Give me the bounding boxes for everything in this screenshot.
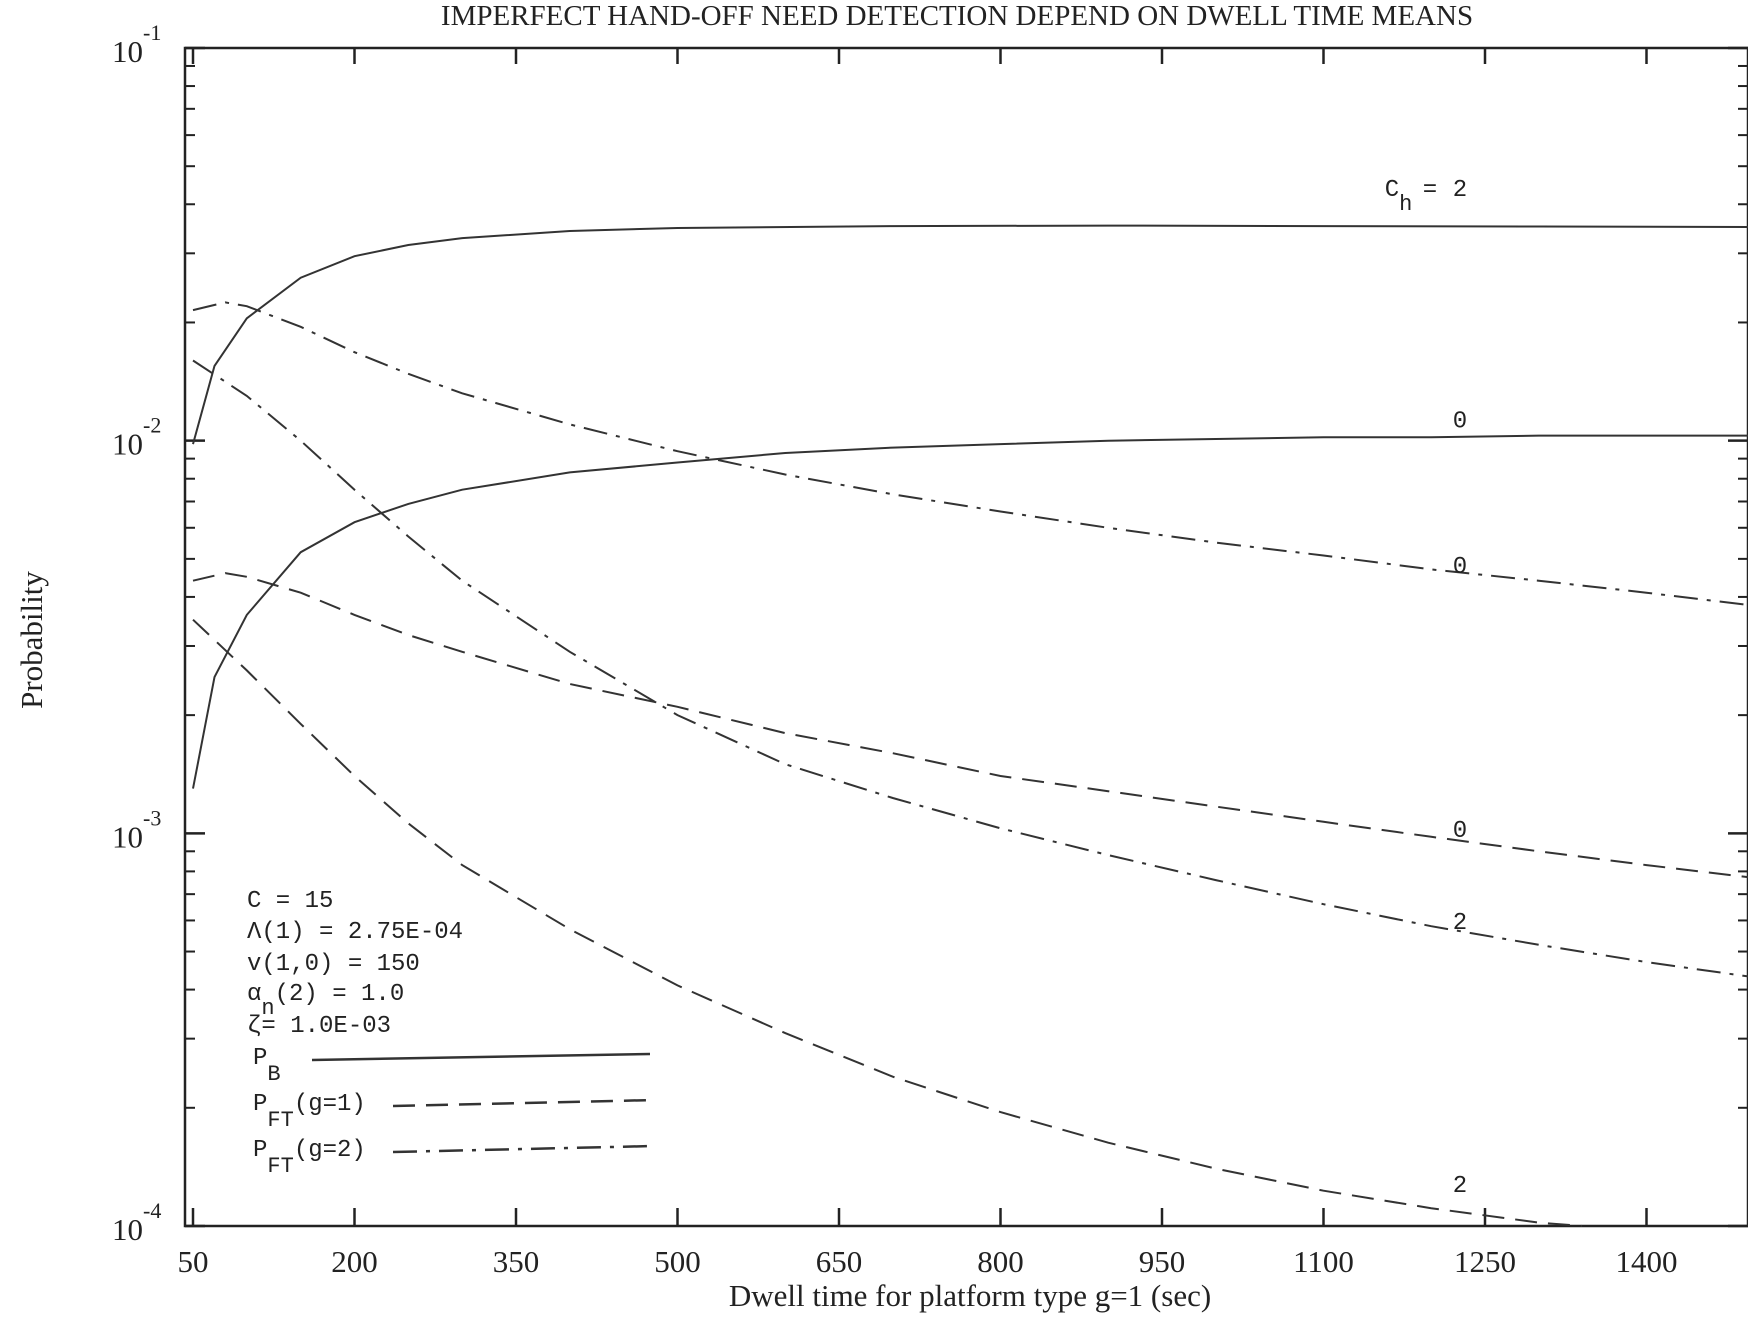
param-lambda: Λ(1) = 2.75E-04 (247, 919, 463, 946)
y-tick-label: 10-3 (112, 805, 161, 854)
x-tick-label: 50 (178, 1244, 209, 1279)
x-tick-label: 1100 (1293, 1244, 1354, 1279)
curve-label-c: C (1385, 177, 1399, 204)
y-tick-base: 10 (112, 1212, 143, 1247)
legend-swatch-solid (311, 1052, 651, 1062)
x-tick-label: 650 (816, 1244, 863, 1279)
y-tick-exponent: -1 (143, 20, 161, 45)
y-tick-label: 10-2 (112, 413, 161, 462)
legend-label-p: P (253, 1045, 267, 1072)
legend-swatch-dashdot (392, 1144, 656, 1154)
param-alpha-sub: n (261, 996, 274, 1021)
series-line-1 (192, 434, 1748, 789)
parameter-block: C = 15 Λ(1) = 2.75E-04 v(1,0) = 150 αn(2) =… (247, 888, 463, 1040)
curve-label: 2 (1453, 177, 1467, 204)
curve-label: 2 (1453, 1173, 1467, 1200)
legend-swatch-dashed (392, 1098, 656, 1108)
series-layer (192, 224, 1748, 1227)
y-tick-base: 10 (112, 819, 143, 854)
legend-label-p: P (253, 1137, 267, 1164)
x-tick-label: 350 (493, 1244, 540, 1279)
curve-label-eq: = (1423, 177, 1437, 204)
y-tick-base: 10 (112, 34, 143, 69)
series-line-2 (192, 301, 1748, 606)
y-tick-base: 10 (112, 427, 143, 462)
legend-label-sub: FT (267, 1108, 293, 1133)
y-axis-label: Probability (14, 571, 49, 709)
series-line-0 (192, 224, 1748, 445)
x-tick-label: 950 (1139, 1244, 1186, 1279)
param-alpha-rest: (2) = 1.0 (275, 981, 405, 1008)
curve-labels: Ch = 2 0 0 0 2 2 (1385, 177, 1467, 1200)
curve-label-prefix: Ch (1385, 177, 1413, 217)
curve-label: 0 (1453, 409, 1467, 436)
param-alpha-symbol: α (247, 981, 261, 1008)
series-line-3 (192, 572, 1748, 879)
param-nu: v(1,0) = 150 (247, 951, 420, 978)
legend-label-suffix: (g=2) (294, 1137, 366, 1164)
x-tick-label: 500 (654, 1244, 701, 1279)
y-tick-label: 10-1 (112, 20, 161, 69)
chart-title: IMPERFECT HAND-OFF NEED DETECTION DEPEND… (441, 0, 1473, 32)
x-tick-label: 1400 (1616, 1244, 1678, 1279)
series-line-5 (192, 618, 1582, 1227)
param-C: C = 15 (247, 888, 333, 915)
series-line-4 (192, 359, 1748, 978)
y-tick-label: 10-4 (112, 1198, 161, 1247)
plot-frame (183, 46, 1748, 1228)
curve-label-sub: h (1399, 192, 1412, 217)
curve-label: 0 (1453, 818, 1467, 845)
legend-label-suffix: (g=1) (294, 1091, 366, 1118)
legend-label: PB (253, 1045, 281, 1087)
legend-label: PFT(g=1) (253, 1091, 366, 1133)
x-tick-label: 200 (331, 1244, 378, 1279)
x-axis-label: Dwell time for platform type g=1 (sec) (729, 1278, 1211, 1313)
y-tick-exponent: -2 (143, 413, 161, 438)
y-tick-exponent: -4 (143, 1198, 161, 1223)
y-axis-ticks: 10-110-210-310-4 (112, 20, 1748, 1247)
legend-label-sub: B (267, 1062, 280, 1087)
legend-label-sub: FT (267, 1154, 293, 1179)
y-tick-exponent: -3 (143, 805, 161, 830)
param-zeta: ζ= 1.0E-03 (247, 1013, 391, 1040)
param-alpha: αn(2) = 1.0 (247, 981, 404, 1021)
x-tick-label: 800 (977, 1244, 1024, 1279)
legend-label-p: P (253, 1091, 267, 1118)
legend-label: PFT(g=2) (253, 1137, 366, 1179)
x-axis-ticks: 50 200 350 500 650 800 950 1100 1250 1400 (178, 48, 1678, 1279)
x-tick-label: 1250 (1454, 1244, 1516, 1279)
curve-label: 2 (1453, 910, 1467, 937)
curve-label: 0 (1453, 554, 1467, 581)
